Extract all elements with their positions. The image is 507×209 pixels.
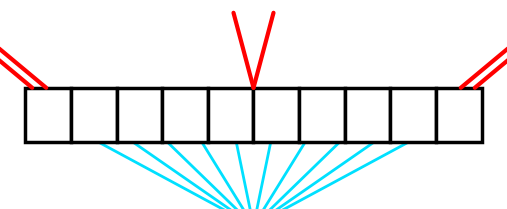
Bar bbox=[208, 88, 254, 142]
Bar bbox=[71, 88, 117, 142]
Bar bbox=[254, 88, 299, 142]
Bar bbox=[436, 88, 482, 142]
Bar bbox=[162, 88, 208, 142]
Bar bbox=[299, 88, 345, 142]
Bar bbox=[117, 88, 162, 142]
Bar bbox=[390, 88, 436, 142]
Bar bbox=[345, 88, 390, 142]
Bar bbox=[25, 88, 71, 142]
